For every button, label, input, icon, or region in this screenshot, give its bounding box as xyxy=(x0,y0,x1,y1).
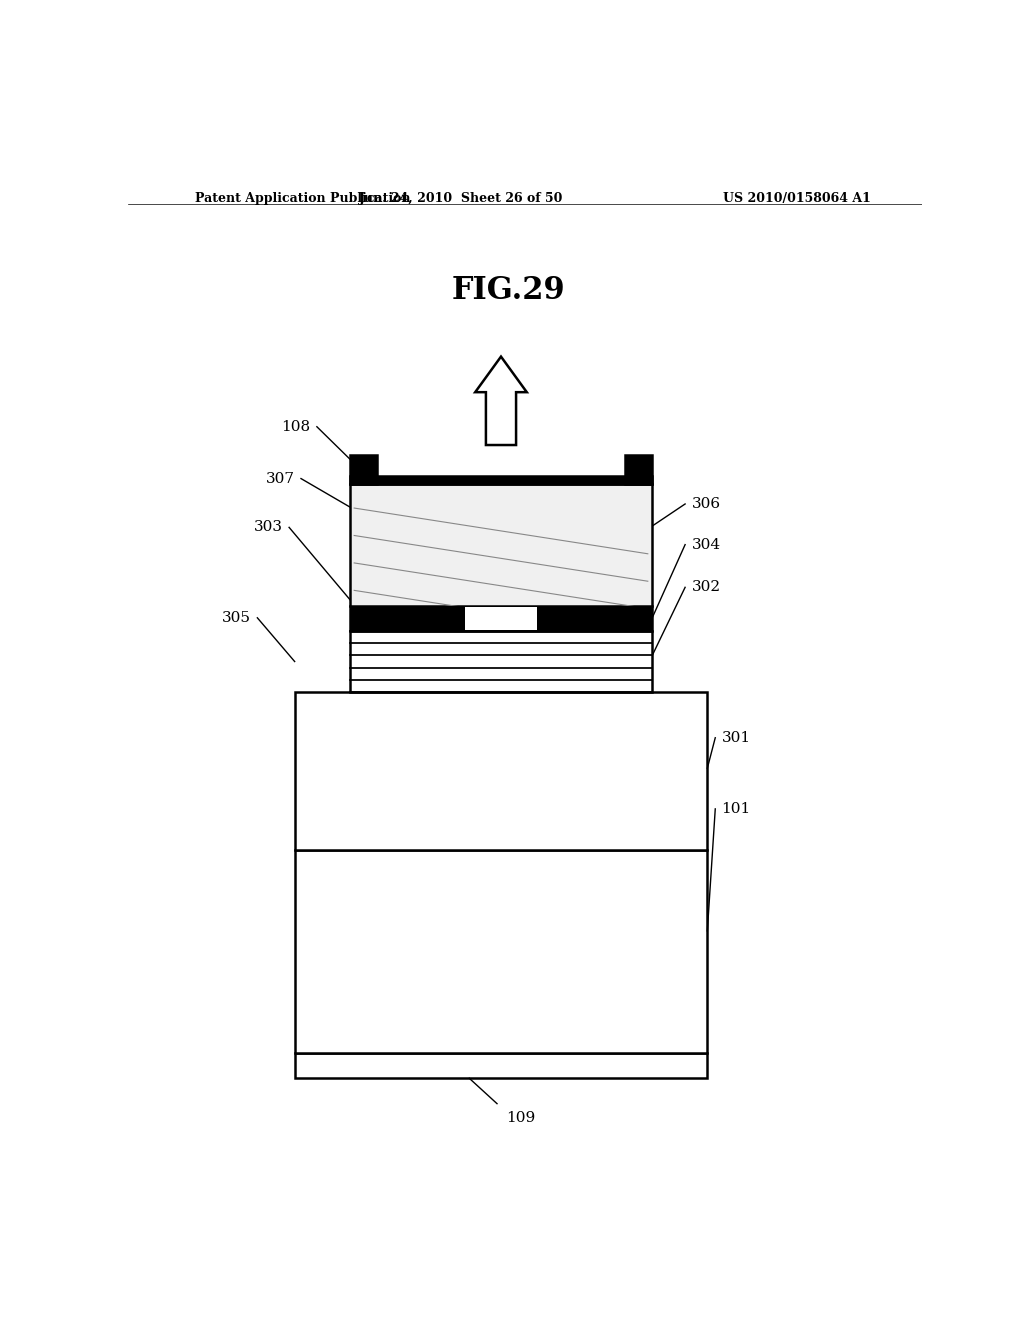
Text: 304: 304 xyxy=(691,537,721,552)
Text: 109: 109 xyxy=(506,1110,536,1125)
Bar xyxy=(350,606,652,631)
Text: 306: 306 xyxy=(691,496,721,511)
Text: Patent Application Publication: Patent Application Publication xyxy=(196,191,411,205)
Bar xyxy=(350,631,652,692)
Bar xyxy=(295,1053,708,1078)
Bar xyxy=(350,455,378,483)
Text: Jun. 24, 2010  Sheet 26 of 50: Jun. 24, 2010 Sheet 26 of 50 xyxy=(359,191,563,205)
Text: 305: 305 xyxy=(222,611,251,624)
Text: 302: 302 xyxy=(691,581,721,594)
Bar xyxy=(465,607,538,630)
Text: US 2010/0158064 A1: US 2010/0158064 A1 xyxy=(723,191,871,205)
Bar xyxy=(350,475,652,483)
Text: 101: 101 xyxy=(722,801,751,816)
Text: 303: 303 xyxy=(254,520,283,535)
Bar xyxy=(625,455,652,483)
Text: 307: 307 xyxy=(265,471,295,486)
Text: FIG.29: FIG.29 xyxy=(453,275,565,306)
Bar xyxy=(295,850,708,1053)
Text: 108: 108 xyxy=(282,420,310,434)
Text: 301: 301 xyxy=(722,731,751,744)
Bar xyxy=(295,692,708,850)
Polygon shape xyxy=(475,356,526,445)
Bar xyxy=(350,483,652,606)
